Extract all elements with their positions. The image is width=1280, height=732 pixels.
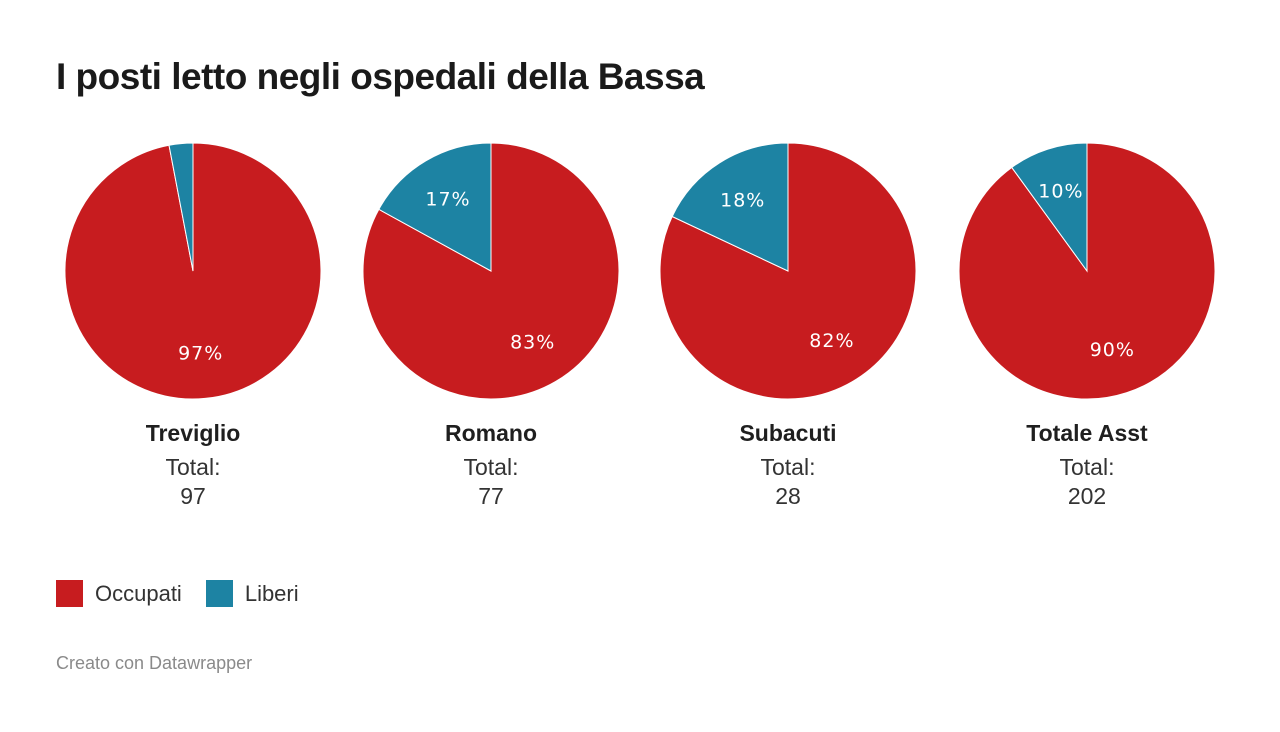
pie-total-label: Total: xyxy=(463,454,519,480)
pie-total-label: Total: xyxy=(1059,454,1115,480)
pie-name: Totale Asst xyxy=(1026,420,1148,446)
pie-name: Treviglio xyxy=(145,420,241,446)
slice-label-occupati: 83% xyxy=(510,332,555,354)
pie-total: Total: 202 xyxy=(937,453,1237,511)
pie-total: Total: 77 xyxy=(341,453,641,511)
pie-total-value: 202 xyxy=(1067,483,1107,509)
pie-subacuti: 82% 18% xyxy=(638,130,938,412)
legend-item-occupati: Occupati xyxy=(56,580,182,607)
pie-slice-occupati xyxy=(659,142,917,400)
pie-slice-liberi xyxy=(671,142,789,272)
chart-title: I posti letto negli ospedali della Bassa xyxy=(56,56,705,97)
pie-slice-liberi xyxy=(378,142,492,272)
slice-label-liberi: 10% xyxy=(1038,181,1083,203)
slice-label-liberi: 18% xyxy=(720,190,765,212)
pie-slice-liberi xyxy=(1011,142,1088,273)
pie-charts: 97% Treviglio Total: 97 83% 17% Romano Total: 77… xyxy=(43,130,1237,511)
pie-svg: 97% xyxy=(64,142,322,400)
slice-label-liberi: 17% xyxy=(425,188,470,210)
slice-label-occupati: 82% xyxy=(809,330,854,352)
legend-label-liberi: Liberi xyxy=(244,580,299,606)
pie-caption: Totale Asst Total: 202 xyxy=(937,420,1237,511)
pie-svg: 90% 10% xyxy=(958,142,1216,400)
pie-svg: 83% 17% xyxy=(362,142,620,400)
pie-name: Subacuti xyxy=(739,420,837,446)
pie-slice-liberi xyxy=(168,142,194,272)
pie-total-label: Total: xyxy=(760,454,816,480)
pie-total-label: Total: xyxy=(165,454,221,480)
pie-svg: 82% 18% xyxy=(659,142,917,400)
legend-swatch-liberi xyxy=(205,580,233,607)
legend-item-liberi: Liberi xyxy=(205,580,299,607)
legend-swatch-occupati xyxy=(56,580,83,607)
pie-name: Romano xyxy=(445,420,537,446)
slice-label-occupati: 97% xyxy=(178,343,223,365)
pie-total-value: 97 xyxy=(180,483,206,509)
pie-total-value: 77 xyxy=(478,483,504,509)
pie-total-value: 28 xyxy=(775,483,801,509)
legend: Occupati Liberi xyxy=(56,580,323,607)
slice-label-occupati: 90% xyxy=(1090,339,1135,361)
pie-caption: Romano Total: 77 xyxy=(341,420,641,511)
credit-text: Creato con Datawrapper xyxy=(56,653,253,673)
pie-caption: Subacuti Total: 28 xyxy=(638,420,938,511)
pie-totale-asst: 90% 10% xyxy=(937,130,1237,412)
pie-treviglio: 97% xyxy=(43,130,343,412)
pie-total: Total: 97 xyxy=(43,453,343,511)
pie-total: Total: 28 xyxy=(638,453,938,511)
pie-caption: Treviglio Total: 97 xyxy=(43,420,343,511)
legend-label-occupati: Occupati xyxy=(95,580,182,606)
pie-romano: 83% 17% xyxy=(341,130,641,412)
